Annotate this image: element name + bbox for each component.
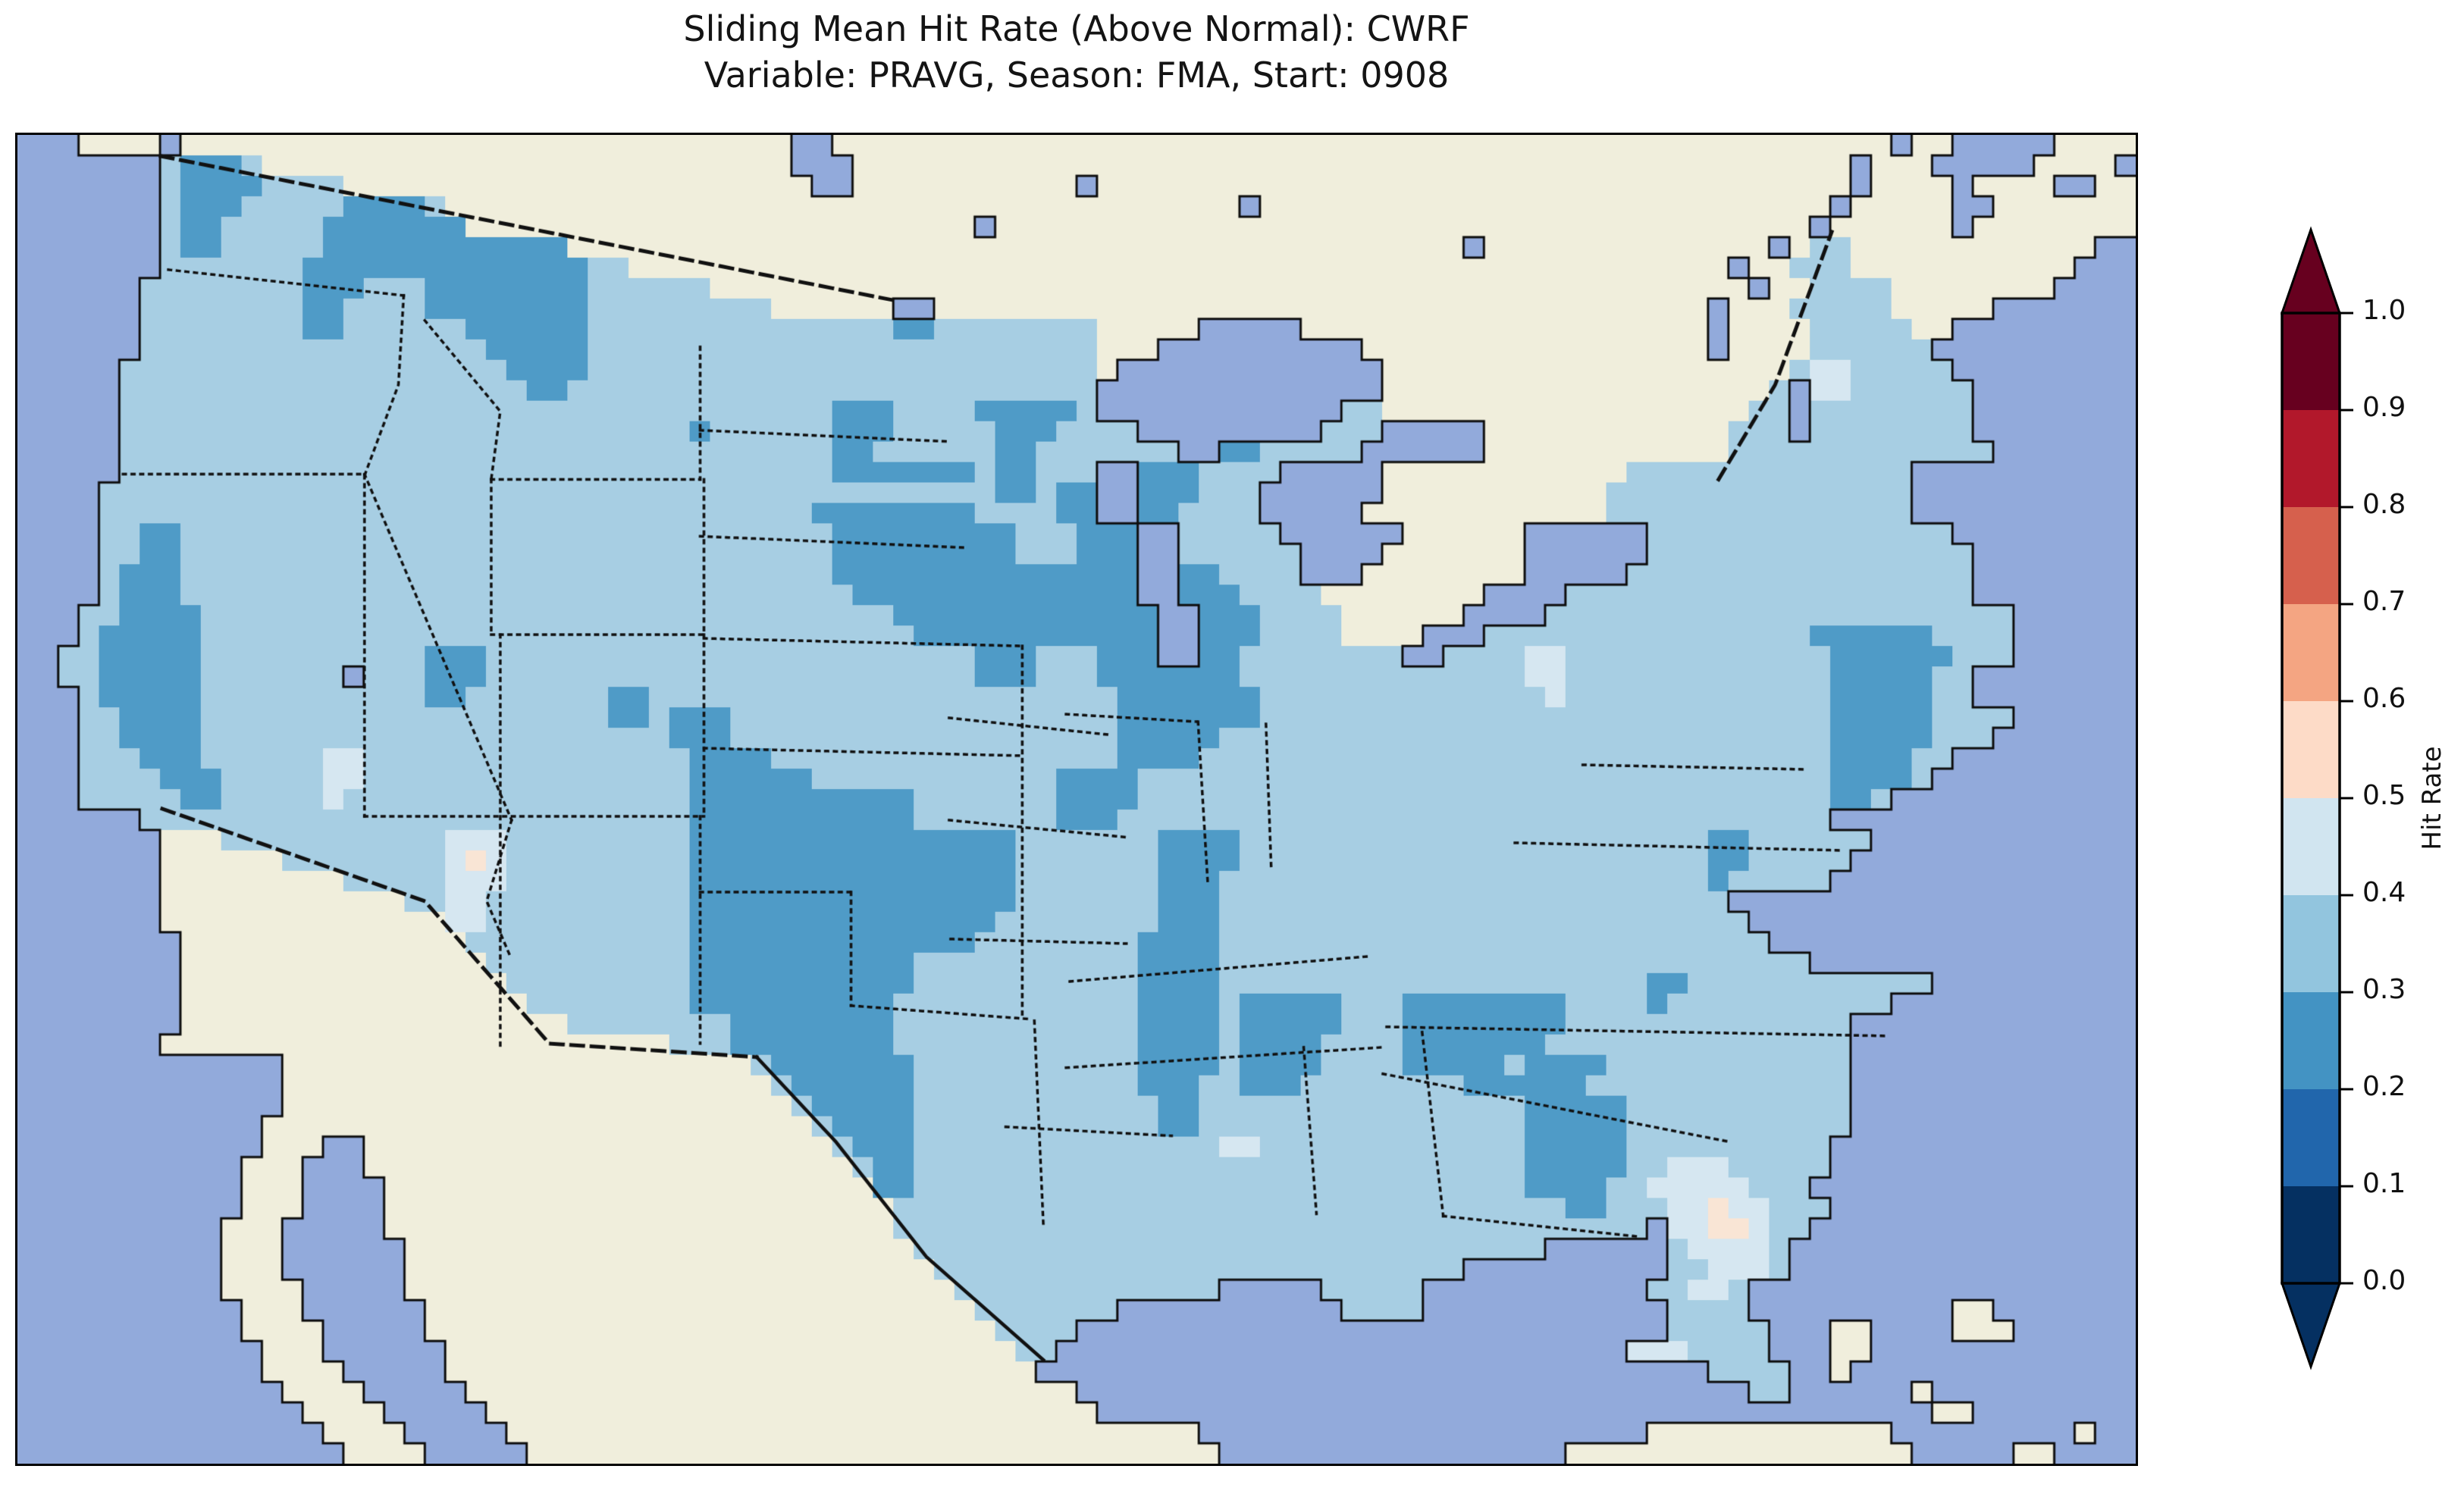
colorbar-segment <box>2282 1089 2340 1187</box>
colorbar-tick-label: 0.0 <box>2362 1265 2406 1296</box>
colorbar-tick-label: 0.7 <box>2362 586 2406 617</box>
colorbar-tick-label: 0.1 <box>2362 1168 2406 1199</box>
colorbar-tick-label: 1.0 <box>2362 295 2406 326</box>
colorbar-segment <box>2282 604 2340 702</box>
title-line-1: Sliding Mean Hit Rate (Above Normal): CW… <box>683 8 1470 49</box>
colorbar-tick-label: 0.8 <box>2362 489 2406 520</box>
colorbar-segment <box>2282 798 2340 896</box>
map-axes-frame <box>15 133 2138 1466</box>
colorbar-extend-arrow-bottom <box>2280 1282 2342 1370</box>
colorbar-segment <box>2282 410 2340 508</box>
colorbar-tick-label: 0.3 <box>2362 974 2406 1005</box>
title-line-2: Variable: PRAVG, Season: FMA, Start: 090… <box>704 54 1450 96</box>
colorbar-axis-label: Hit Rate <box>2417 746 2447 850</box>
colorbar <box>2280 226 2353 1370</box>
colorbar-tick-label: 0.4 <box>2362 877 2406 908</box>
colorbar-segment <box>2282 1186 2340 1284</box>
colorbar-segment <box>2282 507 2340 605</box>
figure-title: Sliding Mean Hit Rate (Above Normal): CW… <box>0 6 2153 98</box>
colorbar-extend-arrow-top <box>2280 226 2342 315</box>
colorbar-segment <box>2282 895 2340 993</box>
colorbar-tick-label: 0.5 <box>2362 780 2406 811</box>
us-hit-rate-map <box>17 135 2136 1464</box>
colorbar-tick-label: 0.6 <box>2362 683 2406 714</box>
colorbar-segment <box>2282 992 2340 1090</box>
colorbar-tick-label: 0.9 <box>2362 392 2406 423</box>
colorbar-segment <box>2282 701 2340 799</box>
colorbar-tick-label: 0.2 <box>2362 1071 2406 1102</box>
colorbar-segment <box>2282 313 2340 411</box>
